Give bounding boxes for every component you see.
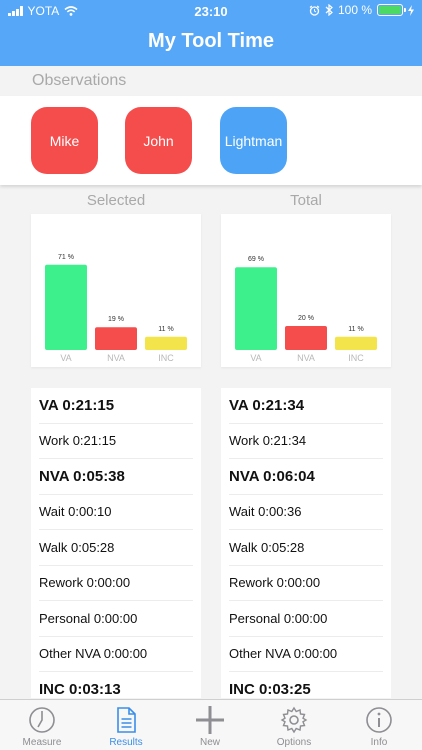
document-icon xyxy=(117,707,136,733)
tab-label: Measure xyxy=(22,737,62,748)
stat-row: Rework 0:00:00 xyxy=(229,566,383,601)
bar-inc xyxy=(145,336,187,350)
tab-options[interactable]: Options xyxy=(252,700,336,750)
observations-panel: Mike John Lightman xyxy=(0,96,422,185)
observer-button-mike[interactable]: Mike xyxy=(31,107,98,174)
stat-row: INC 0:03:13 xyxy=(39,681,121,698)
bar-value-label: 69 % xyxy=(248,256,264,263)
bar-value-label: 11 % xyxy=(158,326,173,333)
bar-value-label: 19 % xyxy=(108,316,124,323)
stat-row: Work 0:21:34 xyxy=(229,424,383,459)
tab-new[interactable]: New xyxy=(168,700,252,750)
stat-row: Other NVA 0:00:00 xyxy=(39,637,193,672)
info-icon xyxy=(366,707,392,733)
bar-nva xyxy=(285,326,327,350)
stat-row: NVA 0:06:04 xyxy=(229,459,383,495)
status-left: YOTA xyxy=(8,4,78,18)
observer-button-label: Mike xyxy=(49,132,80,149)
bar-va xyxy=(235,267,277,350)
tab-bar: Measure Results New Options xyxy=(0,699,422,750)
stat-row: Personal 0:00:00 xyxy=(39,601,193,637)
observations-header: Observations xyxy=(0,66,422,96)
stat-row: VA 0:21:34 xyxy=(229,388,383,424)
selected-label: Selected xyxy=(86,192,146,209)
bar-value-label: 11 % xyxy=(348,326,363,333)
stat-row: INC 0:03:25 xyxy=(229,681,311,698)
total-chart: 69 % VA 20 % NVA 11 % INC xyxy=(221,214,391,367)
stat-row: Work 0:21:15 xyxy=(39,424,193,459)
gear-icon xyxy=(280,706,308,734)
status-time: 23:10 xyxy=(194,4,228,19)
alarm-icon xyxy=(309,5,320,16)
signal-icon xyxy=(8,6,23,16)
stat-row: VA 0:21:15 xyxy=(39,388,193,424)
total-stats-list: VA 0:21:34 Work 0:21:34 NVA 0:06:04 Wait 0:… xyxy=(221,388,391,698)
total-chart-svg: 69 % VA 20 % NVA 11 % INC xyxy=(235,256,377,363)
category-label: INC xyxy=(348,353,364,363)
stat-row: Personal 0:00:00 xyxy=(229,601,383,637)
clock-icon xyxy=(29,707,55,733)
bar-nva xyxy=(95,327,137,350)
bar-va xyxy=(45,264,87,350)
observer-button-label: Lightman xyxy=(224,132,283,149)
status-right: 100 % xyxy=(309,3,414,17)
stat-row: Other NVA 0:00:00 xyxy=(229,637,383,672)
selected-stats-list: VA 0:21:15 Work 0:21:15 NVA 0:05:38 Wait 0:… xyxy=(31,388,201,698)
tab-label: New xyxy=(199,737,220,748)
tab-results[interactable]: Results xyxy=(84,700,168,750)
category-label: VA xyxy=(250,353,261,363)
observer-button-label: John xyxy=(143,132,174,149)
stat-row: Rework 0:00:00 xyxy=(39,566,193,601)
wifi-icon xyxy=(64,6,78,16)
tab-measure[interactable]: Measure xyxy=(0,700,84,750)
tab-label: Options xyxy=(276,737,312,748)
tab-label: Info xyxy=(370,737,388,748)
carrier-label: YOTA xyxy=(27,4,60,18)
stat-row: Wait 0:00:10 xyxy=(39,495,193,530)
battery-percent: 100 % xyxy=(337,3,372,17)
navigation-bar: YOTA 23:10 100 % xyxy=(0,0,422,66)
total-label: Total xyxy=(290,192,322,209)
selected-chart: 71 % VA 19 % NVA 11 % INC xyxy=(31,214,201,367)
stat-row: Walk 0:05:28 xyxy=(39,530,193,566)
battery-icon xyxy=(377,4,406,16)
plus-icon xyxy=(196,706,224,734)
page-title: My Tool Time xyxy=(148,30,274,52)
tab-info[interactable]: Info xyxy=(337,700,421,750)
observer-button-lightman[interactable]: Lightman xyxy=(220,107,287,174)
tab-label: Results xyxy=(109,737,143,748)
bluetooth-icon xyxy=(325,4,333,16)
selected-chart-svg: 71 % VA 19 % NVA 11 % INC xyxy=(45,254,187,363)
category-label: NVA xyxy=(297,353,315,363)
observer-button-john[interactable]: John xyxy=(125,107,192,174)
bar-value-label: 20 % xyxy=(298,315,314,322)
stat-row: Walk 0:05:28 xyxy=(229,530,383,566)
bar-inc xyxy=(335,336,377,350)
status-bar: YOTA 23:10 100 % xyxy=(0,0,422,22)
charging-icon xyxy=(408,4,414,16)
stat-row: NVA 0:05:38 xyxy=(39,459,193,495)
stat-row: Wait 0:00:36 xyxy=(229,495,383,530)
category-label: INC xyxy=(158,353,174,363)
bar-value-label: 71 % xyxy=(58,254,74,261)
category-label: VA xyxy=(60,353,71,363)
category-label: NVA xyxy=(107,353,125,363)
